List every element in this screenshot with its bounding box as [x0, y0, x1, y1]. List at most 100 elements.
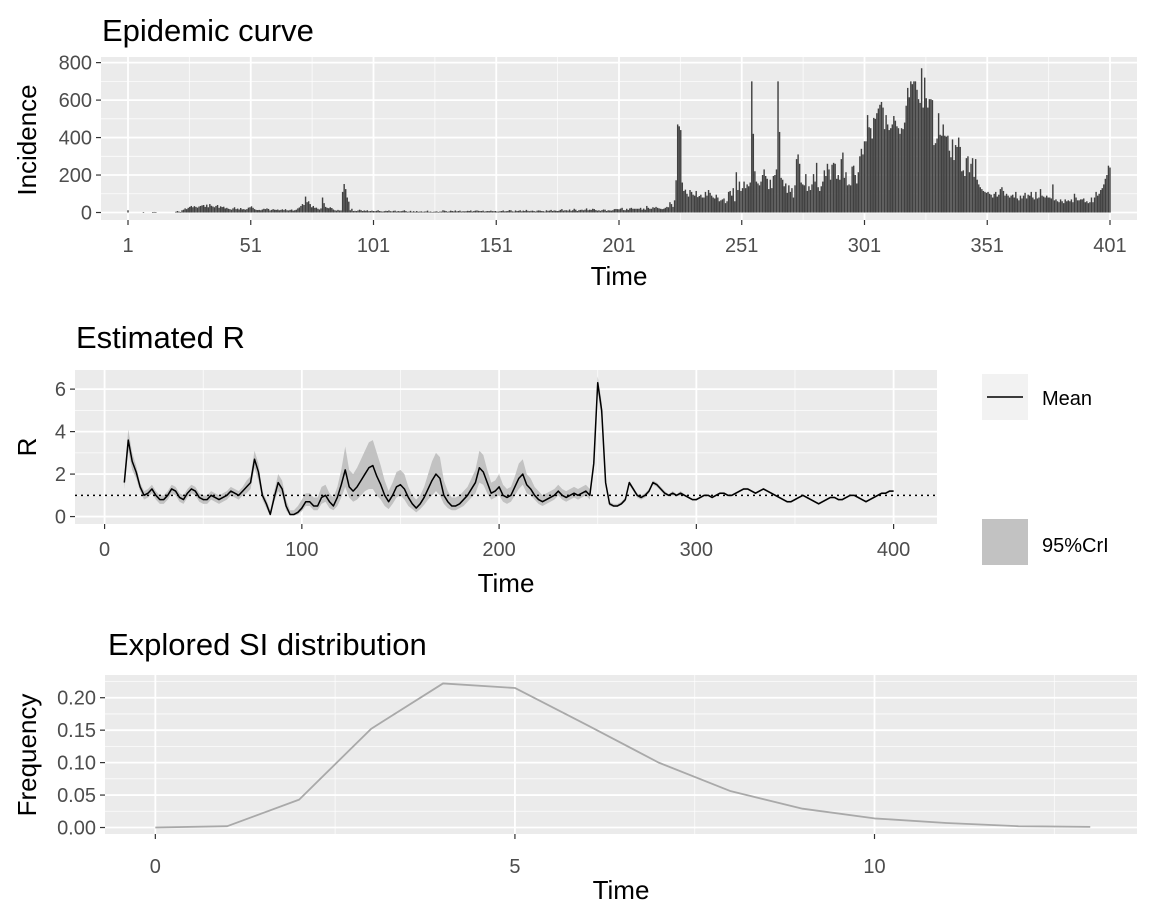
incidence-bar	[1050, 198, 1053, 213]
incidence-bar	[315, 207, 318, 213]
incidence-bar	[1035, 191, 1037, 213]
legend-cri-label: 95%CrI	[1042, 535, 1109, 557]
incidence-bar	[798, 163, 801, 213]
incidence-bar	[797, 154, 799, 213]
incidence-bar	[741, 188, 744, 213]
incidence-bar	[633, 208, 636, 213]
incidence-bar	[1064, 199, 1066, 213]
incidence-bar	[474, 210, 477, 213]
y-tick-label: 0.05	[57, 785, 96, 807]
incidence-bar	[508, 210, 511, 213]
incidence-bar	[252, 207, 254, 213]
incidence-bar	[962, 170, 965, 213]
incidence-bar	[826, 163, 829, 213]
incidence-bar	[394, 210, 396, 213]
incidence-bar	[389, 211, 392, 213]
incidence-bar	[863, 141, 866, 213]
incidence-bar	[385, 210, 387, 213]
incidence-bar	[227, 208, 230, 213]
incidence-bar	[1028, 195, 1031, 213]
incidence-bar	[470, 210, 472, 213]
incidence-bar	[490, 210, 492, 213]
incidence-bar	[900, 128, 903, 213]
incidence-bar	[479, 211, 481, 213]
incidence-bar	[627, 209, 629, 213]
incidence-bar	[663, 208, 665, 213]
incidence-bar	[491, 211, 494, 213]
incidence-bar	[862, 154, 864, 213]
incidence-bar	[1109, 167, 1111, 213]
incidence-bar	[675, 180, 677, 213]
incidence-bar	[744, 188, 747, 213]
y-tick-label: 0	[55, 507, 66, 529]
incidence-bar	[440, 211, 443, 213]
incidence-bar	[283, 210, 285, 213]
incidence-bar	[778, 131, 781, 213]
incidence-bar	[175, 211, 177, 213]
incidence-bar	[934, 143, 937, 213]
incidence-bar	[1030, 191, 1032, 213]
incidence-bar	[800, 182, 802, 213]
incidence-bar	[990, 194, 992, 213]
incidence-bar	[925, 98, 927, 213]
incidence-bar	[403, 210, 406, 213]
incidence-bar	[678, 126, 680, 213]
si-distribution-axes: 0.00 0.05 0.10 0.15 0.20 0 5 10	[57, 688, 886, 878]
incidence-bar	[445, 211, 447, 213]
incidence-bar	[439, 211, 441, 213]
incidence-bar	[1056, 201, 1059, 213]
incidence-bar	[768, 189, 770, 213]
incidence-bar	[837, 175, 839, 213]
incidence-bar	[774, 175, 776, 213]
incidence-bar	[893, 116, 895, 213]
incidence-bar	[636, 208, 639, 213]
si-distribution-panel: Explored SI distribution 0.00 0.05 0.10 0.1…	[12, 627, 1137, 905]
incidence-bar	[286, 210, 288, 213]
incidence-bar	[502, 210, 504, 213]
x-tick-label: 401	[1093, 235, 1126, 257]
incidence-bar	[985, 192, 988, 213]
incidence-bar	[746, 184, 748, 213]
incidence-bar	[185, 209, 188, 213]
incidence-bar	[1025, 198, 1028, 213]
incidence-bar	[953, 160, 955, 213]
incidence-bar	[758, 185, 761, 213]
incidence-bar	[650, 208, 653, 213]
incidence-bar	[318, 209, 321, 213]
incidence-bar	[849, 185, 852, 213]
incidence-bar	[609, 210, 611, 213]
incidence-bar	[372, 211, 375, 213]
incidence-bar	[575, 209, 577, 213]
incidence-bar	[856, 183, 858, 213]
y-tick-label: 0.15	[57, 720, 96, 742]
x-tick-label: 51	[240, 235, 262, 257]
incidence-bar	[598, 210, 600, 213]
incidence-bar	[1049, 197, 1051, 213]
incidence-bar	[652, 207, 654, 213]
incidence-bar	[659, 208, 662, 213]
incidence-bar	[488, 211, 491, 213]
incidence-bar	[527, 210, 529, 213]
incidence-bar	[712, 197, 714, 213]
incidence-bar	[942, 124, 944, 213]
y-tick-label: 800	[59, 53, 92, 75]
incidence-bar	[127, 210, 129, 213]
incidence-bar	[808, 186, 810, 213]
incidence-bar	[1078, 200, 1080, 213]
incidence-bar	[973, 176, 975, 213]
incidence-bar	[562, 210, 565, 213]
incidence-bar	[832, 162, 835, 213]
incidence-bar	[306, 202, 308, 213]
estimated-r-panel: Estimated R 0 2 4 6 0 100 200 300 400 Time R Mea…	[12, 320, 1109, 598]
incidence-bar	[559, 209, 562, 213]
incidence-bar	[1032, 197, 1034, 213]
incidence-bar	[369, 211, 372, 213]
incidence-bar	[332, 209, 335, 213]
incidence-bar	[176, 211, 179, 213]
incidence-bar	[309, 204, 311, 213]
incidence-bar	[615, 208, 617, 213]
y-tick-label: 0.20	[57, 688, 96, 710]
incidence-bar	[763, 169, 765, 213]
